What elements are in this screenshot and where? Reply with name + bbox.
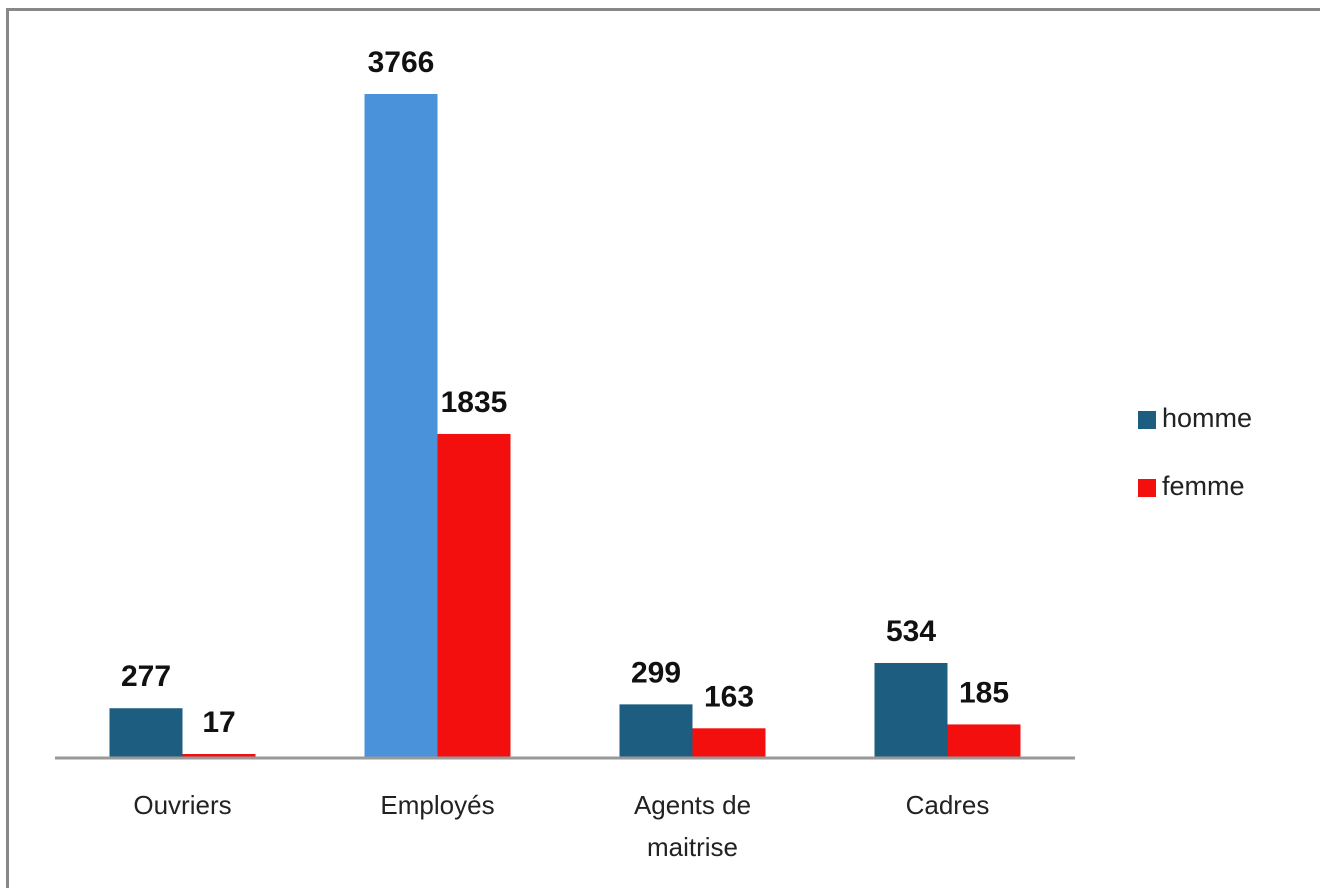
bar [109,708,183,757]
bar [692,728,766,757]
x-tick-label: Ouvriers [133,790,232,820]
legend-swatch [1138,411,1156,429]
value-label: 17 [202,706,235,739]
value-label: 3766 [368,46,435,79]
value-label: 299 [631,656,681,689]
bar [947,724,1021,757]
bar [364,94,438,757]
x-tick-label: Cadres [905,790,990,820]
value-label: 163 [704,680,754,713]
value-label: 1835 [441,386,508,419]
bar [182,754,256,757]
value-label: 185 [959,676,1009,709]
x-tick-label: Employés [380,790,495,820]
bar [437,433,511,757]
legend-label: homme [1162,403,1252,433]
legend-swatch [1138,479,1156,497]
x-tick-label: Agents de maitrise [633,790,752,862]
chart-frame [6,8,1320,888]
bar [874,662,948,757]
value-label: 277 [121,660,171,693]
value-label: 534 [886,615,936,648]
bar [619,704,693,757]
legend-label: femme [1162,471,1245,501]
